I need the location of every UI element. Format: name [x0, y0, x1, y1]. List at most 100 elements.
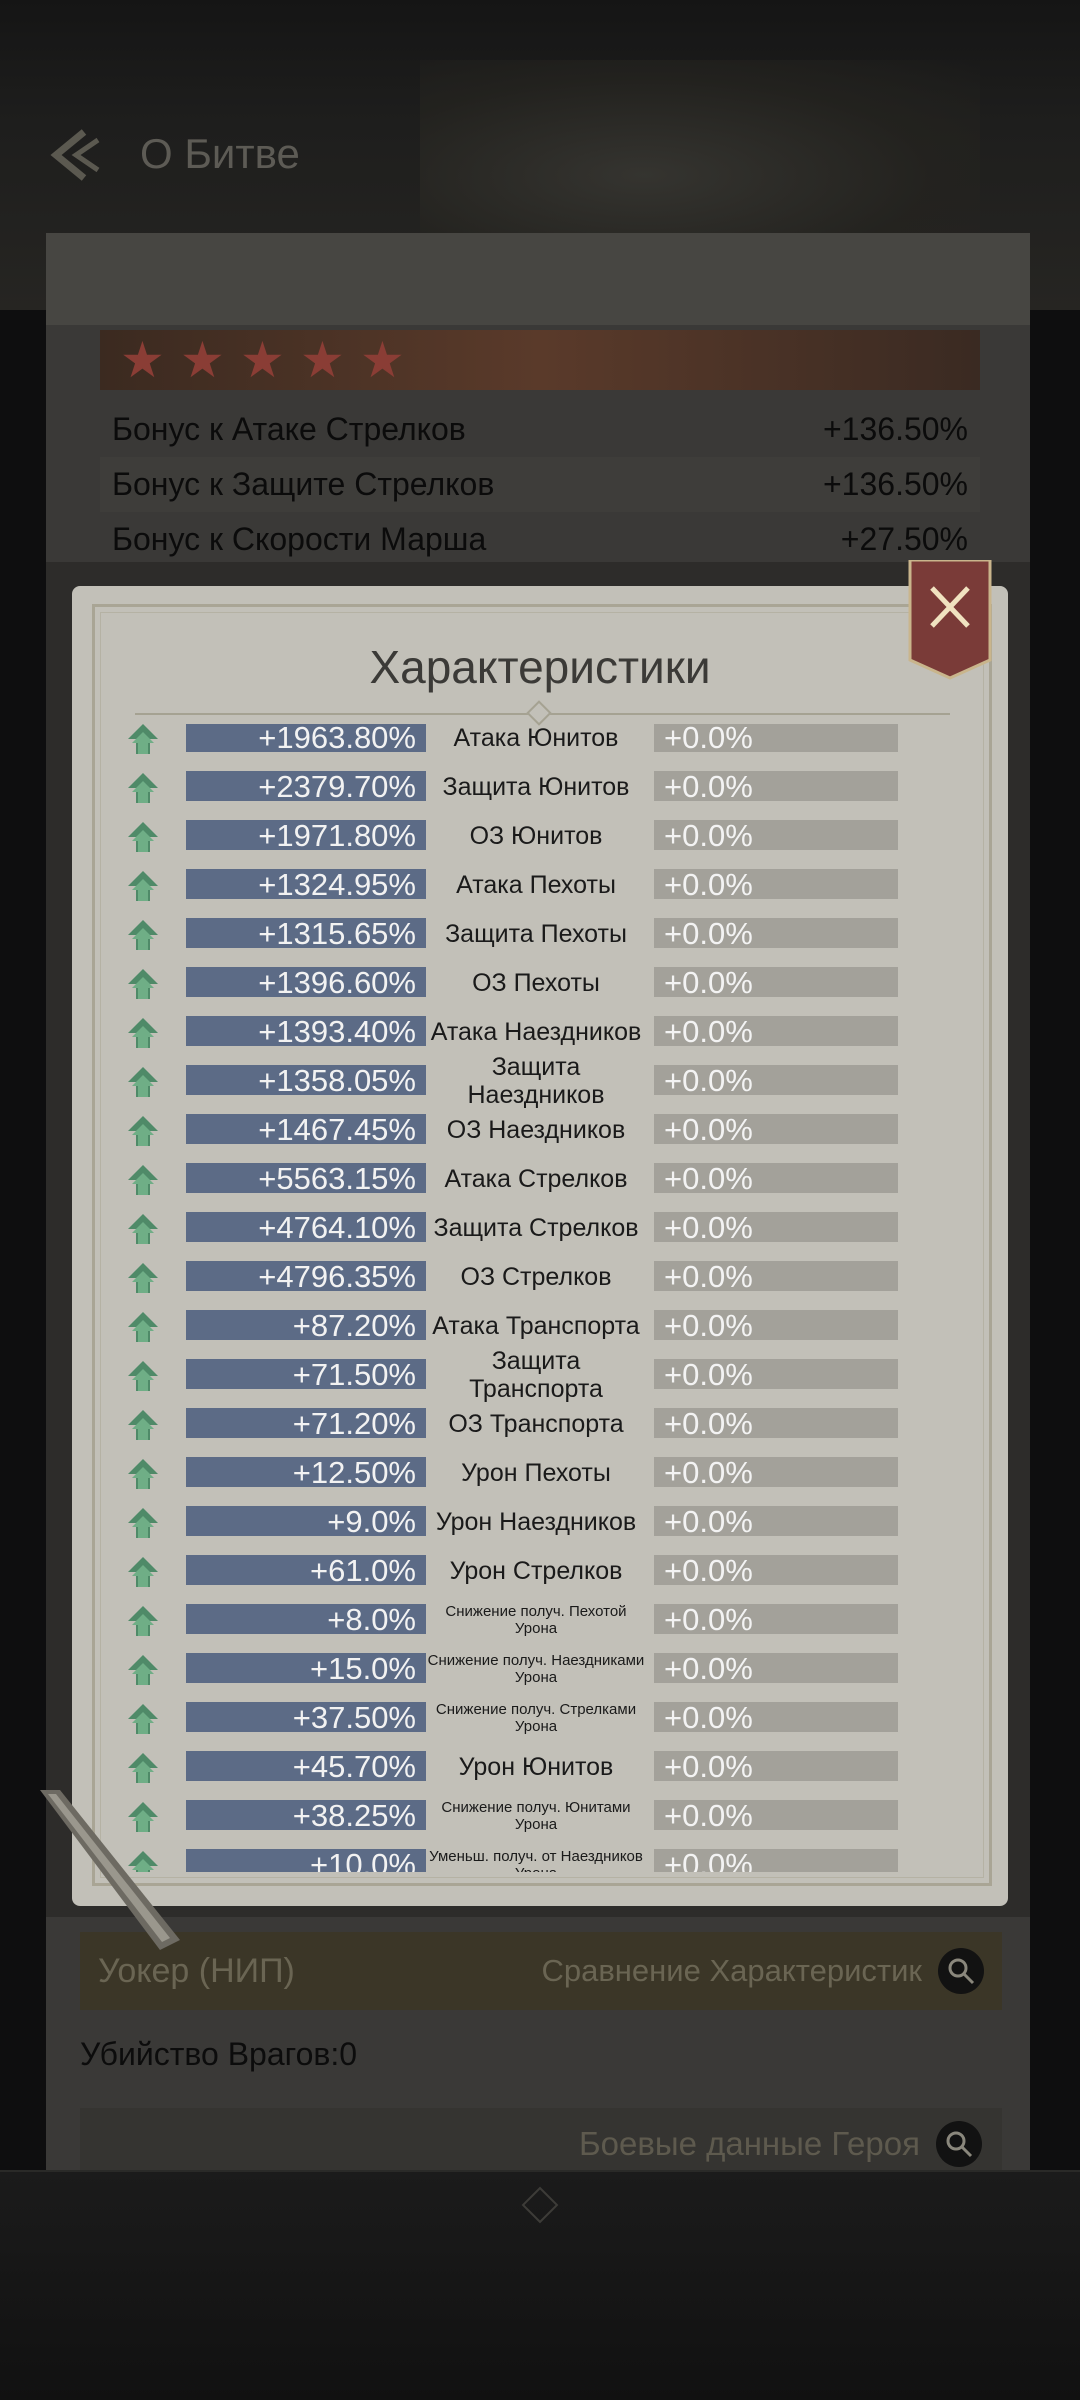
- stat-value: +4796.35%: [186, 1261, 426, 1293]
- stat-row: +45.70% Урон Юнитов +0.0%: [118, 1743, 908, 1792]
- stat-value: +1467.45%: [186, 1114, 426, 1146]
- stat-compare-value: +0.0%: [654, 724, 898, 754]
- stat-compare-value: +0.0%: [654, 1261, 898, 1293]
- stat-row: +5563.15% Атака Стрелков +0.0%: [118, 1155, 908, 1204]
- stat-compare-value: +0.0%: [654, 1408, 898, 1440]
- upgrade-arrow-icon: [126, 1555, 160, 1589]
- stat-value: +71.50%: [186, 1359, 426, 1391]
- stat-compare-value: +0.0%: [654, 1065, 898, 1097]
- stat-compare-value: +0.0%: [654, 1751, 898, 1783]
- stat-label: Урон Стрелков: [449, 1556, 623, 1585]
- stat-row: +61.0% Урон Стрелков +0.0%: [118, 1547, 908, 1596]
- star-icon: ★: [300, 332, 345, 388]
- stat-label: Снижение получ. Стрелками Урона: [435, 1701, 637, 1735]
- stat-row: +12.50% Урон Пехоты +0.0%: [118, 1449, 908, 1498]
- stat-label: ОЗ Пехоты: [472, 968, 600, 997]
- upgrade-arrow-icon: [126, 1163, 160, 1197]
- stat-label: ОЗ Юнитов: [469, 821, 603, 850]
- stat-row: +38.25% Снижение получ. Юнитами Урона +0.0…: [118, 1792, 908, 1841]
- stat-compare-value: +0.0%: [654, 771, 898, 803]
- stat-label: Урон Пехоты: [461, 1458, 611, 1487]
- bonus-label: Бонус к Защите Стрелков: [112, 466, 495, 502]
- back-button[interactable]: [40, 120, 110, 190]
- stat-label: Атака Стрелков: [444, 1164, 628, 1193]
- upgrade-arrow-icon: [126, 967, 160, 1001]
- upgrade-arrow-icon: [126, 1653, 160, 1687]
- close-icon: [908, 558, 992, 680]
- stat-label: Атака Пехоты: [456, 870, 616, 899]
- stat-compare-value: +0.0%: [654, 967, 898, 999]
- stat-compare-value: +0.0%: [654, 1849, 898, 1872]
- stat-row: +15.0% Снижение получ. Наездниками Урона +…: [118, 1645, 908, 1694]
- magnifier-icon: [938, 1948, 984, 1994]
- hero-battle-data-button[interactable]: Боевые данные Героя: [80, 2108, 1002, 2180]
- upgrade-arrow-icon: [126, 1016, 160, 1050]
- stat-label: Урон Наездников: [435, 1507, 637, 1536]
- bonus-value: +27.50%: [840, 521, 968, 557]
- stat-label: Снижение получ. Наездниками Урона: [427, 1652, 645, 1686]
- modal-title: Характеристики: [369, 641, 711, 693]
- modal-frame: [92, 604, 992, 1886]
- close-button[interactable]: [906, 558, 994, 680]
- stat-value: +38.25%: [186, 1800, 426, 1832]
- upgrade-arrow-icon: [126, 1800, 160, 1834]
- stats-list[interactable]: +1963.80% Атака Юнитов +0.0% +2379.70% Защит…: [118, 724, 908, 1872]
- stat-label: Защита Наездников: [467, 1053, 605, 1109]
- hero-banner: ★ ★ ★ ★ ★: [100, 330, 980, 390]
- stat-row: +87.20% Атака Транспорта +0.0%: [118, 1302, 908, 1351]
- bonus-row: Бонус к Защите Стрелков +136.50%: [100, 457, 980, 512]
- stat-row: +4764.10% Защита Стрелков +0.0%: [118, 1204, 908, 1253]
- stat-row: +71.20% ОЗ Транспорта +0.0%: [118, 1400, 908, 1449]
- stat-compare-value: +0.0%: [654, 1359, 898, 1391]
- stat-compare-value: +0.0%: [654, 1702, 898, 1734]
- stat-row: +1467.45% ОЗ Наездников +0.0%: [118, 1106, 908, 1155]
- compare-stats-button[interactable]: Сравнение Характеристик: [541, 1948, 984, 1994]
- stat-row: +1971.80% ОЗ Юнитов +0.0%: [118, 812, 908, 861]
- stat-row: +8.0% Снижение получ. Пехотой Урона +0.0%: [118, 1596, 908, 1645]
- enemy-kills: Убийство Врагов:0: [80, 2036, 358, 2072]
- stat-row: +4796.35% ОЗ Стрелков +0.0%: [118, 1253, 908, 1302]
- stat-label: Атака Юнитов: [453, 724, 619, 752]
- upgrade-arrow-icon: [126, 1310, 160, 1344]
- star-icon: ★: [360, 332, 405, 388]
- stats-modal: [72, 586, 1008, 1906]
- upgrade-arrow-icon: [126, 1065, 160, 1099]
- stat-value: +37.50%: [186, 1702, 426, 1734]
- quill-decoration-icon: [40, 1790, 180, 1950]
- stat-compare-value: +0.0%: [654, 1653, 898, 1685]
- stat-label: Защита Транспорта: [469, 1347, 603, 1403]
- upgrade-arrow-icon: [126, 1457, 160, 1491]
- upgrade-arrow-icon: [126, 918, 160, 952]
- bonus-row: Бонус к Атаке Стрелков +136.50%: [100, 402, 980, 457]
- stat-label: Снижение получ. Пехотой Урона: [445, 1603, 627, 1637]
- stat-value: +1396.60%: [186, 967, 426, 999]
- stat-value: +71.20%: [186, 1408, 426, 1440]
- stat-label: Урон Юнитов: [458, 1752, 614, 1781]
- upgrade-arrow-icon: [126, 1261, 160, 1295]
- stat-value: +1963.80%: [186, 724, 426, 754]
- star-icon: ★: [180, 332, 225, 388]
- stat-value: +61.0%: [186, 1555, 426, 1587]
- stat-label: Снижение получ. Юнитами Урона: [441, 1799, 631, 1833]
- stat-label: Атака Транспорта: [432, 1311, 640, 1340]
- upgrade-arrow-icon: [126, 771, 160, 805]
- stat-compare-value: +0.0%: [654, 1506, 898, 1538]
- compare-stats-label: Сравнение Характеристик: [541, 1953, 922, 1988]
- stat-label: Уменьш. получ. от Наездников Урона: [429, 1848, 643, 1872]
- stat-label: ОЗ Наездников: [446, 1115, 626, 1144]
- stat-label: ОЗ Стрелков: [460, 1262, 612, 1291]
- stat-compare-value: +0.0%: [654, 1555, 898, 1587]
- stat-value: +2379.70%: [186, 771, 426, 803]
- stat-row: +1358.05% Защита Наездников +0.0%: [118, 1053, 908, 1109]
- back-arrow-icon: [50, 129, 100, 181]
- stat-compare-value: +0.0%: [654, 1114, 898, 1146]
- bonus-row: Бонус к Скорости Марша +27.50%: [100, 512, 980, 567]
- magnifier-icon: [936, 2121, 982, 2167]
- stat-compare-value: +0.0%: [654, 1212, 898, 1244]
- stat-label: Защита Юнитов: [442, 772, 630, 801]
- stat-value: +1358.05%: [186, 1065, 426, 1097]
- stat-value: +87.20%: [186, 1310, 426, 1342]
- stat-label: ОЗ Транспорта: [448, 1409, 624, 1438]
- stat-label: Защита Стрелков: [433, 1213, 639, 1242]
- stat-row: +2379.70% Защита Юнитов +0.0%: [118, 763, 908, 812]
